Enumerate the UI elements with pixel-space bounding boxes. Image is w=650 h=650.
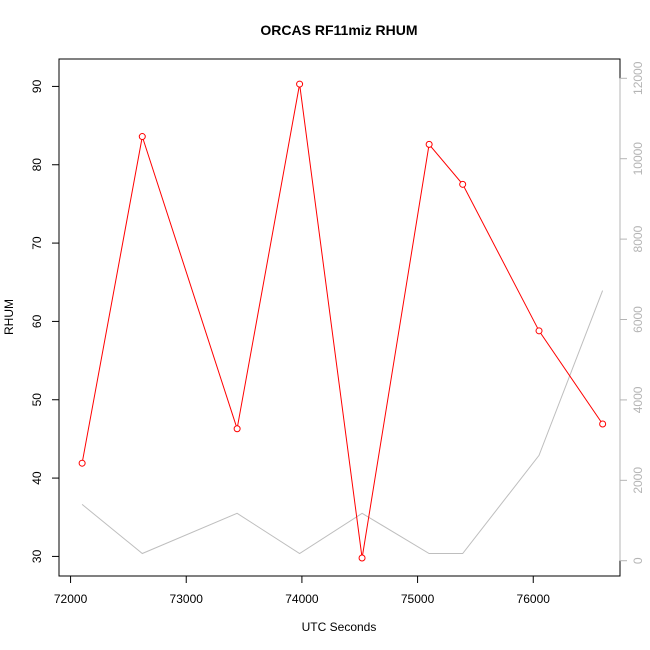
rhum-point [459,180,467,188]
y-tick-label: 70 [30,236,44,250]
y-tick-label: 90 [30,79,44,93]
rhum-point [78,459,86,467]
rhum-point [425,140,433,148]
y2-tick-label: 4000 [631,386,645,413]
rhum-point [599,420,607,428]
x-axis-label: UTC Seconds [302,620,377,634]
y2-tick-label: 8000 [631,225,645,252]
chart-title: ORCAS RF11miz RHUM [260,22,417,38]
y-tick-label: 40 [30,471,44,485]
y2-tick-label: 0 [631,557,645,564]
x-tick-label: 72000 [54,592,88,606]
y-axis-right: 0 2000 4000 6000 8000 10000 12000 [619,61,645,564]
y-tick-label: 50 [30,393,44,407]
secondary-series-line [81,290,604,555]
y2-tick-label: 12000 [631,61,645,95]
rhum-point [296,80,304,88]
y2-tick-label: 2000 [631,467,645,494]
y2-tick-label: 10000 [631,142,645,176]
x-axis: 72000 73000 74000 75000 76000 [54,575,551,606]
y2-tick-label: 6000 [631,306,645,333]
y-tick-label: 30 [30,549,44,563]
x-tick-label: 74000 [285,592,319,606]
y-axis-label: RHUM [2,299,16,335]
series-layer [78,80,607,562]
y-tick-label: 80 [30,158,44,172]
rhum-series-line [81,84,604,559]
x-tick-label: 75000 [401,592,435,606]
rhum-point [535,327,543,335]
rhum-point [233,425,241,433]
rhum-point [358,554,366,562]
y-axis-left: 30 40 50 60 70 80 90 [30,79,60,563]
x-tick-label: 76000 [517,592,551,606]
y-tick-label: 60 [30,314,44,328]
x-tick-label: 73000 [170,592,204,606]
rhum-point [138,133,146,141]
